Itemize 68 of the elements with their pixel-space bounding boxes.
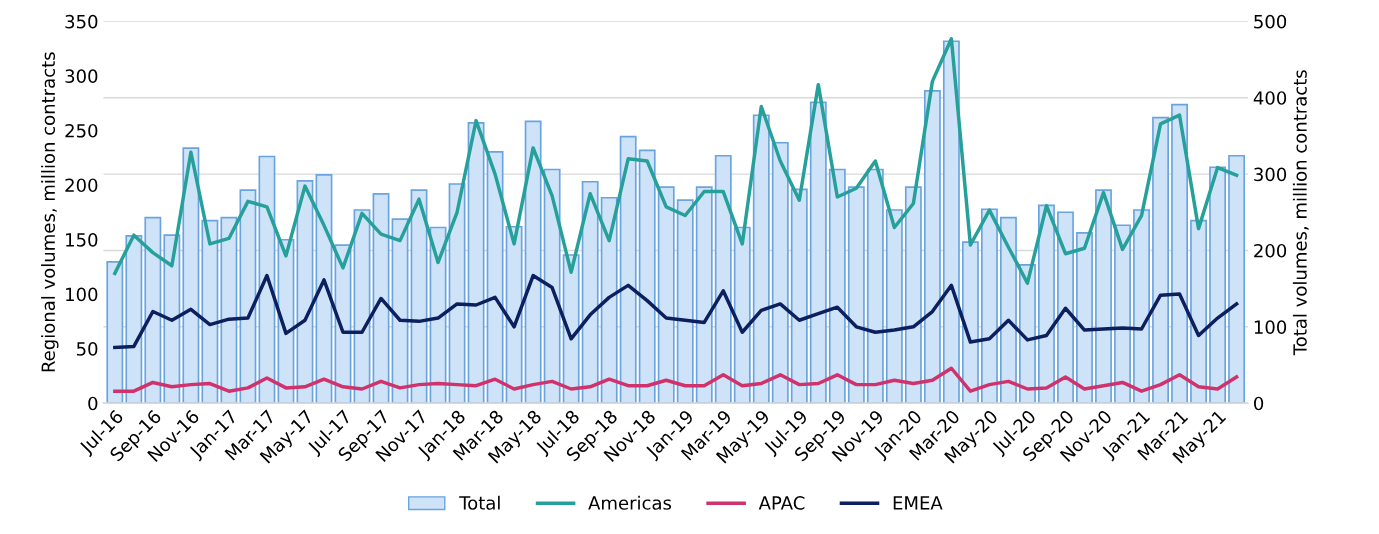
bar [847,186,865,404]
y-axis-title: Regional volumes, million contracts [41,52,59,372]
bar [638,149,656,404]
bar [1076,232,1093,404]
y-tick-label: 50 [76,342,98,356]
bar [1095,189,1112,404]
bar [1114,224,1131,404]
bar [258,155,276,404]
y2-axis-title: Total volumes, million contracts [1292,70,1309,356]
bar [1057,211,1074,404]
bar [1038,204,1055,404]
bar [828,168,846,404]
bar [467,122,485,404]
bar [1209,166,1227,404]
bar [125,235,143,404]
bar [676,199,694,404]
bar [106,261,124,404]
legend-label: EMEA [893,496,943,510]
bar [942,40,960,404]
bar [448,183,466,404]
bar [904,186,922,404]
bar [790,188,808,404]
bar [182,147,200,404]
bar [201,219,219,404]
bar [1152,116,1169,404]
bar [144,216,162,404]
y-tick-label: 250 [65,123,98,138]
bar [714,154,732,404]
y-tick-label: 0 [88,396,98,411]
bar [1190,219,1208,404]
bar [771,141,789,404]
line-series [113,273,1239,350]
bar [961,241,979,404]
bar [657,186,675,404]
bar [866,168,884,404]
y2-tick-label: 0 [1254,396,1264,411]
y-tick-label: 200 [65,178,98,193]
bar [619,135,637,404]
legend-label: Americas [588,495,672,510]
bar [999,216,1017,404]
bar [923,90,941,404]
y-tick-label: 100 [66,287,98,302]
bar [809,101,827,404]
y2-tick-label: 500 [1254,14,1287,29]
legend-label: APAC [758,496,805,510]
bar [486,151,504,404]
bar [524,120,542,404]
line-series [113,366,1239,393]
bar [1171,103,1188,404]
y2-tick-label: 300 [1254,167,1287,182]
bar [885,209,903,404]
y-tick-label: 300 [65,69,98,84]
legend-label: Total [459,495,500,510]
line-series [113,37,1239,285]
bar [1133,209,1150,404]
bar [163,234,181,404]
bar [752,114,770,404]
y2-tick-label: 400 [1253,91,1287,105]
bar [581,180,599,404]
y2-tick-label: 100 [1254,320,1287,334]
y2-tick-label: 200 [1254,243,1287,258]
bar [695,186,713,404]
bar [980,208,998,404]
y-tick-label: 350 [65,14,98,29]
y-tick-label: 150 [66,233,98,247]
bar [239,189,257,404]
bar [220,216,238,404]
bar [1228,154,1246,404]
